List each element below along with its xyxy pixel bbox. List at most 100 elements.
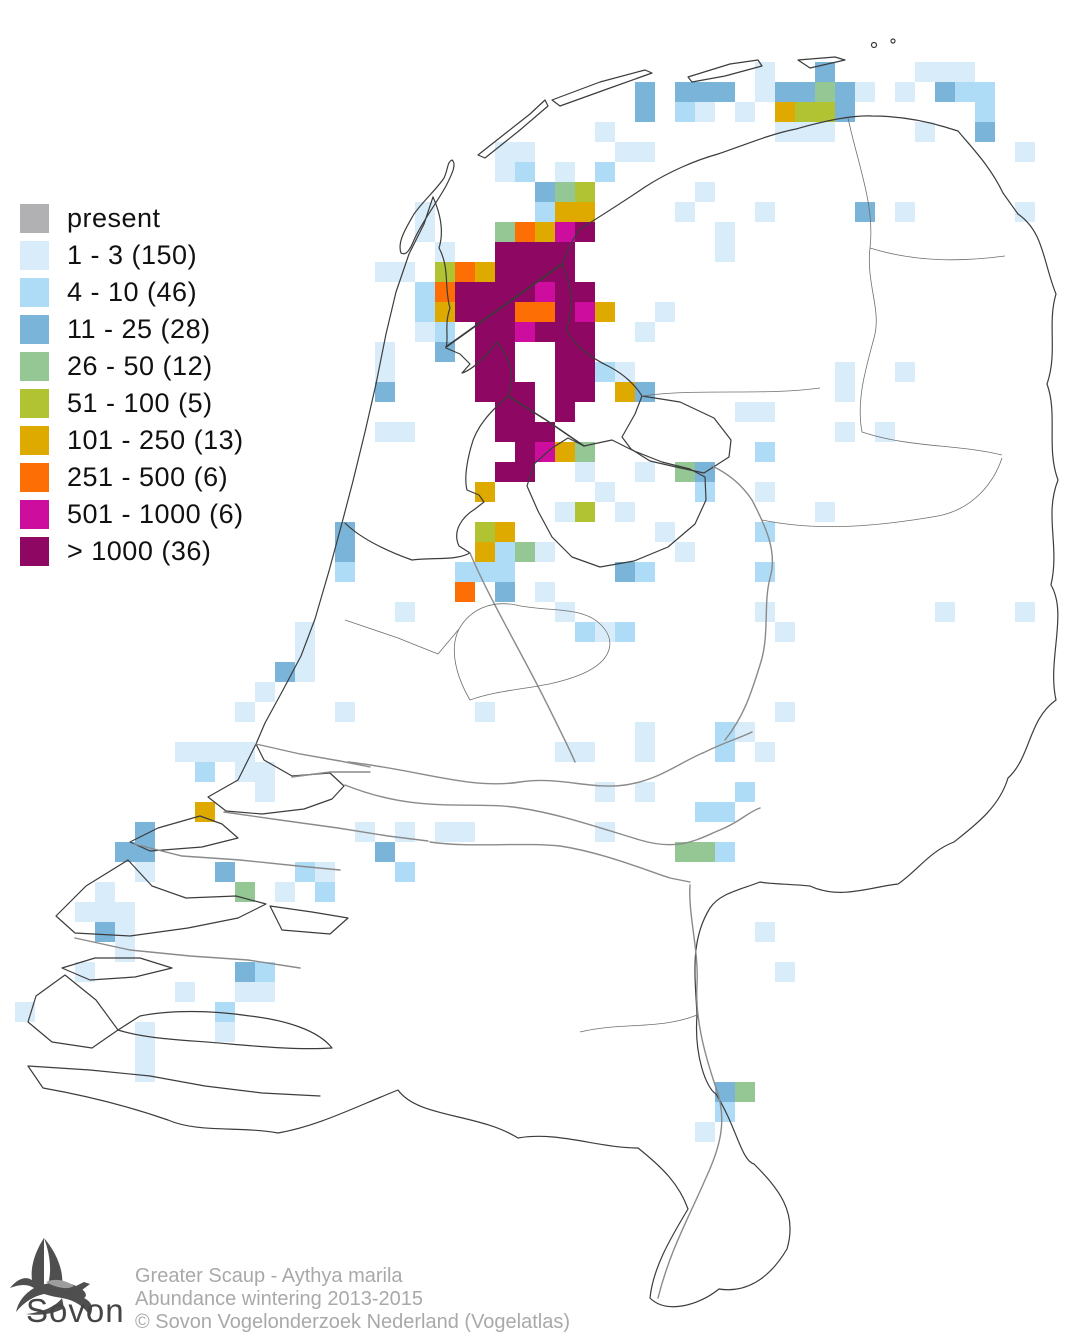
- grid-cell: [235, 762, 255, 782]
- grid-cell: [215, 862, 235, 882]
- grid-cell: [815, 502, 835, 522]
- grid-cell: [575, 442, 595, 462]
- legend-item: 51 - 100 (5): [20, 385, 244, 422]
- grid-cell: [315, 862, 335, 882]
- grid-cell: [975, 82, 995, 102]
- grid-cell: [335, 702, 355, 722]
- grid-cell: [195, 802, 215, 822]
- legend-swatch-icon: [20, 352, 49, 381]
- legend-label: 4 - 10 (46): [67, 277, 198, 307]
- grid-cell: [515, 422, 535, 442]
- legend-swatch-icon: [20, 278, 49, 307]
- grid-cell: [235, 702, 255, 722]
- grid-cell: [635, 102, 655, 122]
- grid-cell: [615, 562, 635, 582]
- grid-cell: [575, 342, 595, 362]
- legend: present 1 - 3 (150) 4 - 10 (46) 11 - 25 (28…: [20, 200, 244, 570]
- grid-cell: [715, 722, 735, 742]
- grid-cell: [295, 642, 315, 662]
- grid-cell: [495, 142, 515, 162]
- grid-cell: [595, 822, 615, 842]
- grid-cell: [555, 502, 575, 522]
- grid-cell: [475, 482, 495, 502]
- grid-cell: [695, 482, 715, 502]
- grid-cell: [95, 922, 115, 942]
- grid-cell: [595, 122, 615, 142]
- grid-cell: [135, 1062, 155, 1082]
- grid-cell: [815, 122, 835, 142]
- grid-cell: [635, 722, 655, 742]
- grid-cell: [215, 1002, 235, 1022]
- legend-item: 1 - 3 (150): [20, 237, 244, 274]
- grid-cell: [755, 202, 775, 222]
- grid-cell: [535, 322, 555, 342]
- grid-cell: [435, 282, 455, 302]
- grid-cell: [575, 622, 595, 642]
- grid-cell: [515, 382, 535, 402]
- grid-cell: [595, 162, 615, 182]
- legend-swatch-icon: [20, 315, 49, 344]
- grid-cell: [235, 742, 255, 762]
- grid-cell: [495, 402, 515, 422]
- grid-cell: [435, 262, 455, 282]
- grid-cell: [375, 362, 395, 382]
- grid-cell: [935, 602, 955, 622]
- grid-cell: [795, 122, 815, 142]
- grid-cell: [515, 322, 535, 342]
- grid-cell: [635, 742, 655, 762]
- grid-cell: [295, 862, 315, 882]
- grid-cell: [495, 162, 515, 182]
- grid-cell: [115, 942, 135, 962]
- grid-cell: [395, 262, 415, 282]
- grid-cell: [475, 362, 495, 382]
- grid-cell: [175, 742, 195, 762]
- grid-cell: [475, 382, 495, 402]
- grid-cell: [555, 362, 575, 382]
- grid-cell: [695, 802, 715, 822]
- grid-cell: [395, 822, 415, 842]
- grid-cell: [895, 202, 915, 222]
- grid-cell: [755, 602, 775, 622]
- grid-cell: [615, 622, 635, 642]
- grid-cell: [255, 682, 275, 702]
- grid-cell: [615, 142, 635, 162]
- grid-cell: [775, 622, 795, 642]
- sovon-logo-bird-icon: [10, 1238, 92, 1316]
- grid-cell: [235, 882, 255, 902]
- grid-cell: [335, 522, 355, 542]
- grid-cell: [695, 102, 715, 122]
- grid-cell: [375, 842, 395, 862]
- grid-cell: [235, 962, 255, 982]
- caption-copyright: © Sovon Vogelonderzoek Nederland (Vogela…: [135, 1311, 571, 1333]
- grid-cell: [235, 982, 255, 1002]
- grid-cell: [735, 1082, 755, 1102]
- grid-cell: [815, 82, 835, 102]
- legend-label: 26 - 50 (12): [67, 351, 213, 381]
- map-caption: Greater Scaup - Aythya marila Abundance …: [135, 1266, 570, 1335]
- grid-cell: [755, 482, 775, 502]
- grid-cell: [435, 302, 455, 322]
- grid-cell: [475, 562, 495, 582]
- grid-cell: [955, 82, 975, 102]
- grid-cell: [775, 962, 795, 982]
- grid-cell: [415, 222, 435, 242]
- grid-cell: [395, 602, 415, 622]
- grid-cell: [835, 422, 855, 442]
- grid-cell: [475, 542, 495, 562]
- grid-cell: [495, 242, 515, 262]
- grid-cell: [415, 322, 435, 342]
- grid-cell: [115, 922, 135, 942]
- grid-cell: [275, 662, 295, 682]
- grid-cell: [515, 302, 535, 322]
- grid-cell: [555, 202, 575, 222]
- grid-cell: [195, 742, 215, 762]
- legend-item: 11 - 25 (28): [20, 311, 244, 348]
- grid-cell: [535, 202, 555, 222]
- grid-cell: [495, 322, 515, 342]
- grid-cell: [835, 382, 855, 402]
- grid-cell: [615, 362, 635, 382]
- grid-cell: [475, 702, 495, 722]
- grid-cell: [675, 82, 695, 102]
- legend-swatch-icon: [20, 500, 49, 529]
- grid-cell: [555, 182, 575, 202]
